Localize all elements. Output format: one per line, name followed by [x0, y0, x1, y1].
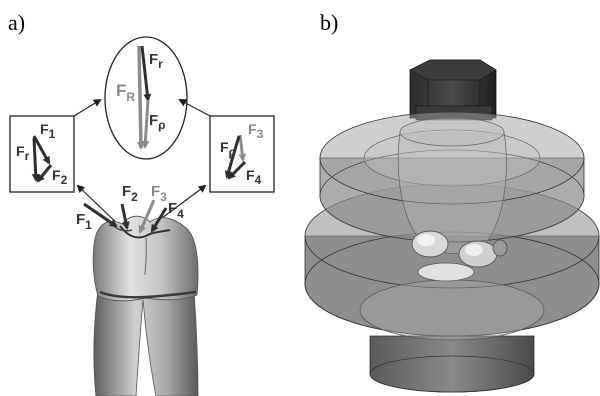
- oval-fp-label: F: [149, 112, 158, 129]
- box-fr-arrow: [31, 137, 40, 182]
- inner-cup: [397, 131, 507, 254]
- tooth-f1-label: F: [76, 211, 85, 228]
- left-f1-label: F: [40, 121, 49, 137]
- oval-fR-sub: R: [126, 90, 135, 104]
- tooth-f1-arrow: [83, 202, 118, 228]
- oval-fr-sub: r: [158, 57, 163, 71]
- left-f2-label: F: [52, 167, 61, 183]
- svg-text:F4: F4: [246, 167, 262, 187]
- right-force-box: Fρ F3 F4: [209, 115, 275, 193]
- right-f4-sub: 4: [255, 173, 262, 187]
- svg-text:F2: F2: [122, 183, 138, 204]
- svg-text:F3: F3: [151, 183, 167, 204]
- tooth-f2-label: F: [122, 183, 131, 200]
- tooth-f2-sub: 2: [131, 190, 138, 204]
- oval-fr-label: F: [149, 51, 158, 68]
- bottom-cylinder: [369, 335, 535, 393]
- tooth-f3-label: F: [151, 183, 160, 200]
- contact-spheres: [411, 230, 508, 282]
- fp-arrow: [141, 99, 150, 149]
- resultant-force-arrow: [136, 45, 145, 150]
- right-fp-sub: ρ: [229, 145, 236, 159]
- svg-text:Fr: Fr: [16, 143, 30, 163]
- right-f3-sub: 3: [257, 127, 264, 141]
- left-force-box: F1 Fr F2: [9, 115, 75, 193]
- right-fp-label: F: [220, 139, 229, 155]
- svg-text:F3: F3: [248, 121, 264, 141]
- tooth-f3-sub: 3: [160, 190, 167, 204]
- box-f3-arrow: [238, 134, 247, 162]
- svg-text:Fρ: Fρ: [220, 139, 236, 159]
- left-f1-sub: 1: [49, 127, 56, 141]
- bolt-head: [409, 59, 497, 121]
- left-fr-sub: r: [25, 149, 30, 163]
- svg-text:Fρ: Fρ: [149, 112, 166, 132]
- panel-a-label: a): [8, 10, 25, 35]
- tooth-f1-sub: 1: [85, 218, 92, 232]
- oval-fp-sub: ρ: [158, 118, 165, 132]
- test-rig-render: [304, 59, 600, 393]
- svg-text:F2: F2: [52, 167, 68, 187]
- svg-text:FR: FR: [116, 81, 135, 104]
- right-f4-label: F: [246, 167, 255, 183]
- oval-fR-label: F: [116, 81, 126, 100]
- box-fp-arrow: [224, 135, 241, 179]
- svg-text:F4: F4: [168, 200, 184, 221]
- svg-text:Fr: Fr: [149, 51, 163, 71]
- fr-arrow: [140, 45, 152, 102]
- tooth-f2-arrow: [120, 203, 130, 230]
- tooth-f3-arrow: [138, 199, 156, 234]
- connector-left-to-oval: [73, 98, 102, 117]
- right-f3-label: F: [248, 121, 257, 137]
- tooth-model: [92, 215, 199, 396]
- left-fr-label: F: [16, 143, 25, 159]
- left-f2-sub: 2: [61, 173, 68, 187]
- svg-text:F1: F1: [76, 211, 92, 232]
- tooth-f4-label: F: [168, 200, 177, 217]
- upper-disc: [319, 111, 585, 243]
- tooth-f4-arrow: [150, 207, 168, 233]
- resultant-oval: Fr FR Fρ: [104, 36, 188, 160]
- svg-text:F1: F1: [40, 121, 56, 141]
- connector-tooth-to-right: [161, 184, 207, 219]
- connector-right-to-oval: [178, 99, 211, 117]
- tooth-f4-sub: 4: [177, 207, 184, 221]
- box-f2-arrow: [36, 164, 53, 183]
- box-f1-arrow: [32, 135, 51, 165]
- panel-b-label: b): [320, 10, 338, 35]
